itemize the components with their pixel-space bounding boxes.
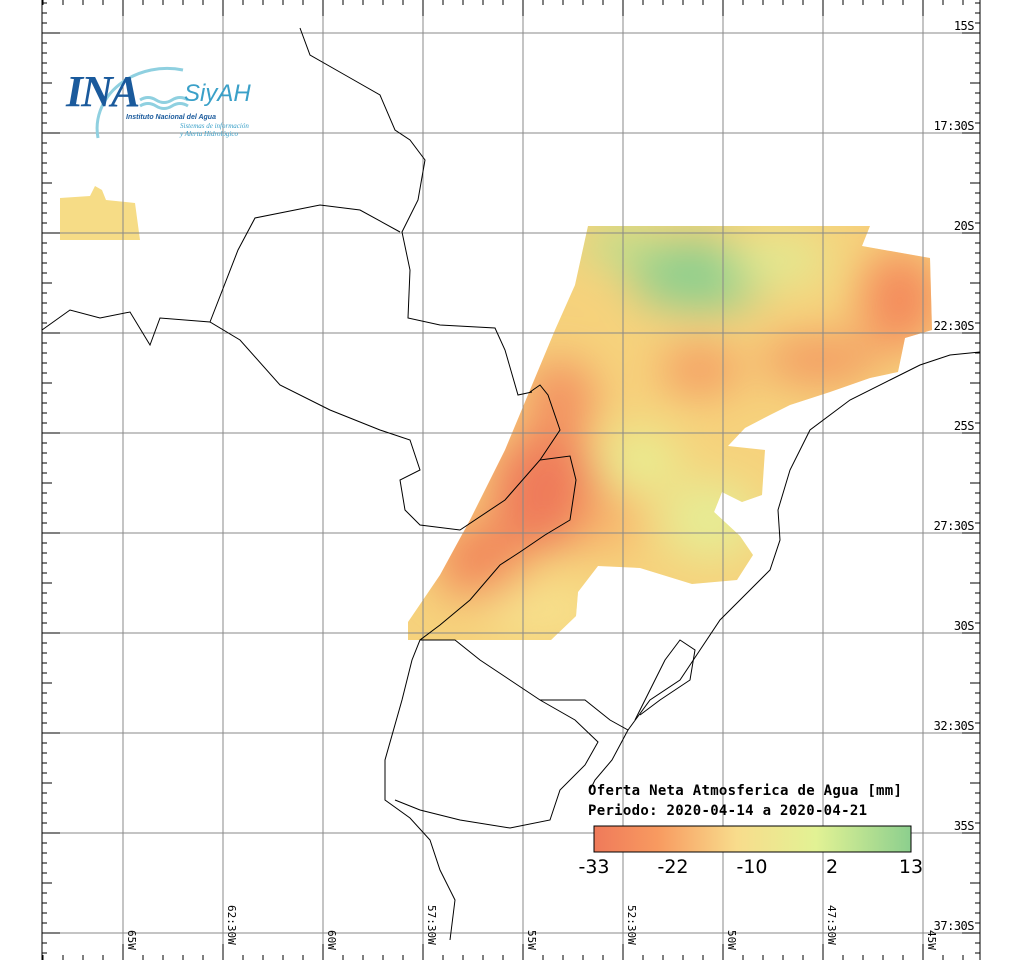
colorbar-tick: 13: [898, 856, 924, 878]
logo-system-line2: y Alerta Hidrológico: [180, 130, 238, 138]
longitude-label: 57:30W: [425, 905, 438, 945]
logo-system-line1: Sistemas de información: [180, 122, 249, 130]
country-borders: [41, 27, 981, 941]
latitude-label: 37:30S: [933, 919, 975, 933]
longitude-label: 45W: [925, 930, 938, 950]
latitude-label: 35S: [953, 819, 975, 833]
latitude-label: 22:30S: [933, 319, 975, 333]
latitude-label: 32:30S: [933, 719, 975, 733]
latitude-label: 30S: [953, 619, 975, 633]
logo-system: SiyAH: [184, 80, 251, 107]
longitude-label: 50W: [725, 930, 738, 950]
axis-ticks: [42, 0, 980, 960]
heat-field: [408, 226, 932, 640]
colorbar: [593, 825, 912, 853]
longitude-label: 47:30W: [825, 905, 838, 945]
ina-siyah-logo: INA SiyAH Instituto Nacional del Agua Si…: [58, 48, 268, 148]
latitude-label: 20S: [953, 219, 975, 233]
logo-acronym: INA: [66, 67, 140, 116]
colorbar-tick: 2: [825, 856, 839, 878]
legend-title: Oferta Neta Atmosferica de Agua [mm]: [588, 783, 903, 799]
latitude-label: 17:30S: [933, 119, 975, 133]
logo-system-desc: Sistemas de información y Alerta Hidroló…: [180, 122, 249, 138]
latitude-label: 15S: [953, 19, 975, 33]
colorbar-tick: -10: [736, 856, 768, 878]
latitude-label: 27:30S: [933, 519, 975, 533]
longitude-label: 55W: [525, 930, 538, 950]
logo-institute: Instituto Nacional del Agua: [126, 114, 216, 121]
longitude-label: 65W: [125, 930, 138, 950]
latitude-label: 25S: [953, 419, 975, 433]
legend-period: Periodo: 2020-04-14 a 2020-04-21: [588, 803, 868, 819]
colorbar-tick: -22: [657, 856, 689, 878]
longitude-label: 60W: [325, 930, 338, 950]
heat-field-patch: [60, 186, 140, 240]
colorbar-tick: -33: [578, 856, 610, 878]
longitude-label: 52:30W: [625, 905, 638, 945]
map-frame: [41, 0, 981, 960]
longitude-label: 62:30W: [225, 905, 238, 945]
